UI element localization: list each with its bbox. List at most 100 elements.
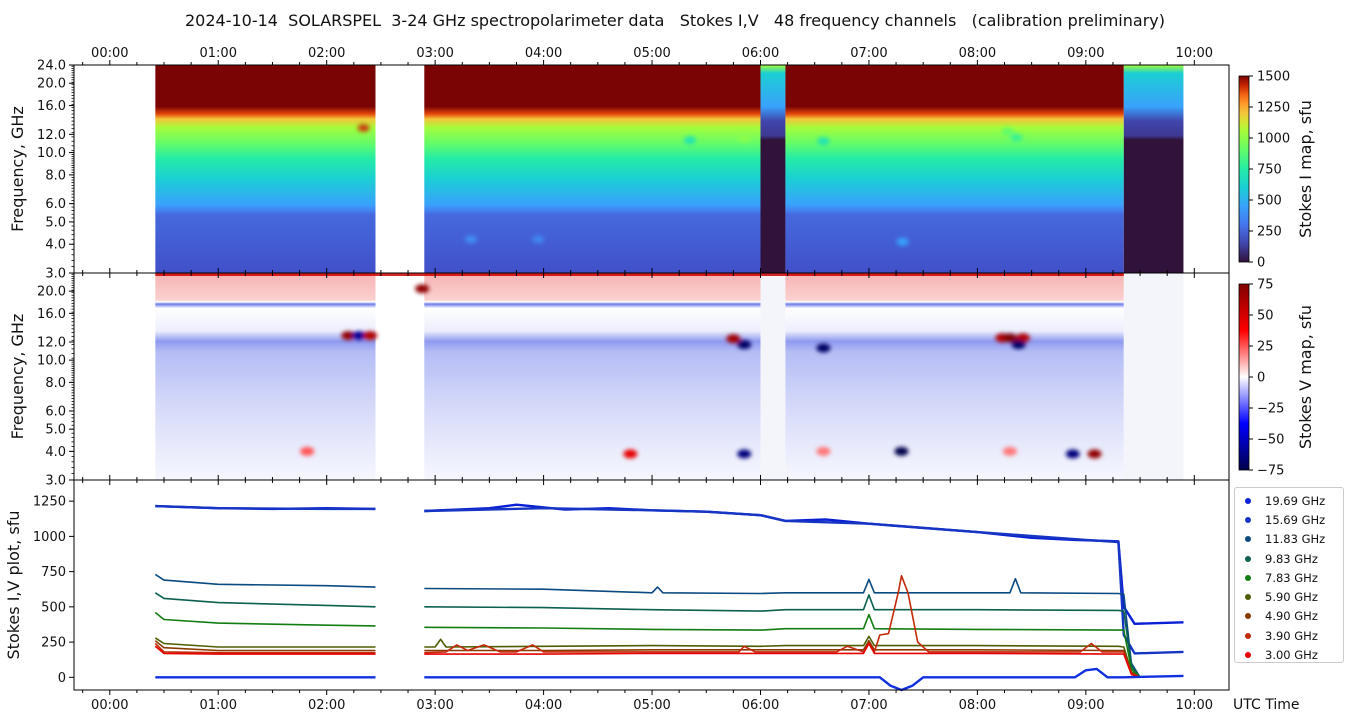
series-line-9 [155,667,1184,692]
stokes-v-spot [341,331,356,341]
top-x-tick-label: 10:00 [1176,46,1213,61]
figure-title: 2024-10-14 SOLARSPEL 3-24 GHz spectropol… [185,11,1165,30]
stokes-iv-line-panel [154,503,1184,692]
colorbar-tick-label: 750 [1257,163,1282,178]
legend-item: 19.69 GHz [1241,491,1343,510]
series-line-3 [154,592,1141,678]
y-tick-label: 0 [58,671,66,686]
stokes-v-spot [623,449,638,459]
colorbar-tick-label: 0 [1257,371,1265,386]
stokes-v-data-block [155,273,376,480]
legend-label: 3.00 GHz [1265,648,1318,663]
legend-marker-icon [1245,555,1251,562]
legend-item: 7.83 GHz [1241,568,1343,587]
y-axis-label: Frequency, GHz [8,314,27,440]
legend-label: 9.83 GHz [1265,551,1318,566]
stokes-i-data-block [424,65,761,273]
y-tick-label: 10.0 [37,146,66,161]
stokes-v-top-band [155,273,1124,276]
legend-label: 15.69 GHz [1265,512,1326,527]
y-tick-label: 24.0 [37,59,66,74]
stokes-i-spot [1010,133,1023,142]
y-tick-label: 3.0 [45,474,66,489]
stokes-v-spots [300,284,1102,459]
colorbar-tick-label: 250 [1257,225,1282,240]
y-tick-label: 500 [41,600,66,615]
stokes-v-spot [726,334,741,344]
colorbar-tick-label: 1250 [1257,101,1290,116]
y-axis-label: Frequency, GHz [8,106,27,232]
top-x-tick-label: 00:00 [91,46,128,61]
y-tick-label: 8.0 [45,168,66,183]
colorbar-tick-label: 500 [1257,194,1282,209]
top-x-tick-label: 06:00 [742,46,779,61]
series-line-8 [154,642,1141,679]
y-tick-label: 12.0 [37,128,66,143]
y-tick-label: 16.0 [37,99,66,114]
stokes-v-spot [1065,449,1080,459]
colorbar-2 [1238,283,1250,471]
legend-label: 11.83 GHz [1265,532,1326,547]
legend-marker-icon [1245,516,1251,523]
legend-marker-icon [1245,574,1251,581]
legend-label: 19.69 GHz [1265,493,1326,508]
legend-marker-icon [1245,497,1251,504]
series-line-5 [154,635,1141,678]
y-tick-label: 3.0 [45,267,66,282]
colorbar-tick-label: 1500 [1257,70,1290,85]
top-x-tick-label: 01:00 [200,46,237,61]
y-tick-label: 5.0 [45,423,66,438]
y-tick-label: 6.0 [45,405,66,420]
calibration-block [760,65,786,273]
stokes-v-spot [300,446,315,456]
y-tick-label: 8.0 [45,376,66,391]
y-tick-label: 12.0 [37,336,66,351]
bottom-x-tick-label: 09:00 [1067,698,1104,713]
legend-label: 5.90 GHz [1265,590,1318,605]
y-axis-label: Stokes I,V plot, sfu [4,511,23,660]
colorbar-tick-label: 50 [1257,309,1274,324]
bottom-x-tick-label: 10:00 [1176,698,1213,713]
calibration-block [1123,273,1184,480]
stokes-v-spot [352,331,367,341]
y-tick-label: 1250 [33,495,66,510]
colorbar-tick-label: 1000 [1257,132,1290,147]
legend-item: 3.00 GHz [1241,645,1343,664]
stokes-i-spot [532,235,545,244]
colorbar-tick-label: 25 [1257,340,1274,355]
y-tick-label: 16.0 [37,307,66,322]
legend-label: 7.83 GHz [1265,570,1318,585]
y-tick-label: 10.0 [37,354,66,369]
stokes-i-data-block [785,65,1124,273]
stokes-i-spot [1001,127,1014,136]
y-tick-label: 4.0 [45,445,66,460]
stokes-i-panel [155,65,1184,273]
bottom-x-tick-label: 04:00 [525,698,562,713]
top-x-tick-label: 08:00 [959,46,996,61]
stokes-v-spot [737,449,752,459]
stokes-i-spot [817,137,830,146]
stokes-v-spot [816,343,831,353]
legend-label: 4.90 GHz [1265,609,1318,624]
stokes-v-spot [1087,449,1102,459]
stokes-v-panel [155,273,1184,480]
bottom-x-tick-label: 08:00 [959,698,996,713]
top-x-tick-label: 09:00 [1067,46,1104,61]
stokes-i-spot [464,235,477,244]
stokes-i-spot [357,123,370,132]
x-axis-label: UTC Time [1233,697,1299,713]
stokes-v-data-block [424,273,761,480]
colorbar-label: Stokes I map, sfu [1296,100,1315,238]
y-tick-label: 6.0 [45,197,66,212]
bottom-x-tick-label: 07:00 [850,698,887,713]
stokes-i-spot [896,237,909,246]
y-tick-label: 5.0 [45,215,66,230]
legend-marker-icon [1245,613,1251,620]
axes-frame-3 [73,479,1230,691]
series-line-1 [155,504,1184,655]
stokes-v-spot [363,331,378,341]
top-x-tick-label: 04:00 [525,46,562,61]
legend-marker-icon [1245,594,1251,601]
